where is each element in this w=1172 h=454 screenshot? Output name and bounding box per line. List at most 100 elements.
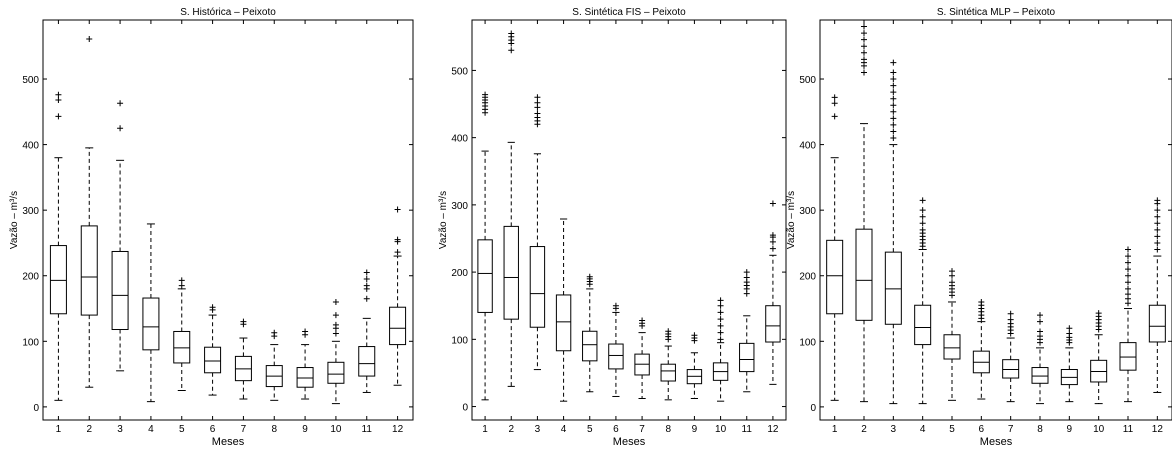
y-tick-label: 100 xyxy=(451,335,468,346)
plot-frame xyxy=(819,19,1172,421)
x-tick-label: 11 xyxy=(742,424,753,435)
outlier-point xyxy=(717,336,724,343)
x-tick-label: 7 xyxy=(1008,424,1014,435)
outlier-point xyxy=(861,56,867,63)
x-tick-label: 5 xyxy=(179,424,185,435)
y-tick-label: 0 xyxy=(462,403,468,414)
y-axis-label: Vazão – m³/s xyxy=(9,191,20,249)
y-tick-label: 100 xyxy=(799,337,816,348)
outlier-point xyxy=(919,207,926,214)
outlier-point xyxy=(55,113,62,120)
x-tick-label: 10 xyxy=(330,424,342,435)
outlier-point xyxy=(1007,316,1014,323)
iqr-box xyxy=(111,250,129,331)
x-tick-label: 7 xyxy=(241,424,247,435)
iqr-box xyxy=(1119,342,1137,371)
chart-panel-3: S. Sintética MLP – Peixoto Meses Vazão – m… xyxy=(786,7,1172,448)
y-tick-label: 200 xyxy=(799,272,816,283)
outlier-point xyxy=(861,43,867,50)
box-month-7: 7 xyxy=(234,20,252,435)
outlier-point xyxy=(1066,325,1073,332)
iqr-box xyxy=(1031,367,1049,384)
outlier-point xyxy=(890,121,897,128)
x-tick-label: 12 xyxy=(1152,424,1164,435)
box-month-10: 10 xyxy=(712,20,729,435)
box-month-6: 6 xyxy=(608,20,624,435)
iqr-box xyxy=(826,239,844,315)
outlier-point xyxy=(394,206,401,213)
x-tick-label: 9 xyxy=(692,424,698,435)
y-tick-label: 300 xyxy=(451,201,468,212)
y-tick-label: 100 xyxy=(22,337,39,348)
x-tick-label: 12 xyxy=(767,424,779,435)
outlier-point xyxy=(1125,291,1131,298)
outlier-point xyxy=(55,97,62,103)
outlier-point xyxy=(890,59,897,66)
outlier-point xyxy=(1154,226,1161,233)
y-tick-label: 400 xyxy=(22,141,39,152)
outlier-point xyxy=(363,282,370,289)
y-tick-label: 200 xyxy=(22,272,39,283)
outlier-point xyxy=(890,135,897,142)
outlier-point xyxy=(117,125,124,132)
iqr-box xyxy=(358,346,376,377)
chart-title: S. Histórica – Peixoto xyxy=(180,7,276,18)
x-tick-label: 7 xyxy=(639,424,645,435)
outlier-point xyxy=(743,269,750,276)
box-month-12: 12 xyxy=(765,20,781,435)
iqr-box xyxy=(49,245,67,315)
chart-title: S. Sintética MLP – Peixoto xyxy=(937,7,1056,18)
x-tick-label: 2 xyxy=(861,424,867,435)
x-axis-label: Meses xyxy=(980,436,1013,448)
outlier-point xyxy=(240,318,247,325)
x-tick-label: 5 xyxy=(949,424,955,435)
outlier-point xyxy=(717,302,724,309)
outlier-point xyxy=(302,328,309,335)
x-tick-label: 4 xyxy=(561,424,567,435)
iqr-box xyxy=(855,228,873,321)
outlier-point xyxy=(363,276,370,283)
box-month-2: 2 xyxy=(503,20,519,435)
box-month-4: 4 xyxy=(142,20,160,435)
box-month-12: 12 xyxy=(389,20,407,435)
y-tick-label: 400 xyxy=(451,134,468,145)
outlier-point xyxy=(769,200,776,207)
iqr-box xyxy=(173,330,191,364)
iqr-box xyxy=(80,225,98,316)
x-tick-label: 10 xyxy=(1093,424,1105,435)
y-tick-label: 0 xyxy=(810,403,816,414)
box-month-8: 8 xyxy=(660,20,676,435)
outlier-point xyxy=(1066,330,1073,337)
box-month-5: 5 xyxy=(582,20,598,435)
outlier-point xyxy=(890,82,897,89)
iqr-box xyxy=(884,251,902,325)
box-month-12: 12 xyxy=(1148,20,1166,435)
box-month-1: 1 xyxy=(826,20,844,435)
outlier-point xyxy=(890,102,897,109)
box-month-1: 1 xyxy=(477,20,493,435)
outlier-point xyxy=(890,115,897,122)
outlier-point xyxy=(271,329,278,336)
x-tick-label: 3 xyxy=(535,424,541,435)
x-tick-label: 4 xyxy=(148,424,154,435)
outlier-point xyxy=(1037,328,1043,335)
outlier-point xyxy=(363,295,370,302)
outlier-point xyxy=(1037,318,1043,325)
box-month-10: 10 xyxy=(327,20,345,435)
outlier-point xyxy=(117,100,124,107)
outlier-point xyxy=(949,268,955,275)
outlier-point xyxy=(1154,220,1161,227)
outlier-point xyxy=(1125,266,1131,273)
iqr-box xyxy=(1002,359,1020,379)
outlier-point xyxy=(1154,246,1161,253)
box-month-3: 3 xyxy=(884,20,902,435)
y-tick-label: 400 xyxy=(799,141,816,152)
iqr-box xyxy=(529,246,546,328)
outlier-point xyxy=(890,89,897,96)
outlier-point xyxy=(332,330,339,337)
chart-title: S. Sintética FIS – Peixoto xyxy=(572,7,686,18)
outlier-point xyxy=(482,91,489,98)
outlier-point xyxy=(1154,207,1161,214)
box-month-4: 4 xyxy=(555,20,572,435)
